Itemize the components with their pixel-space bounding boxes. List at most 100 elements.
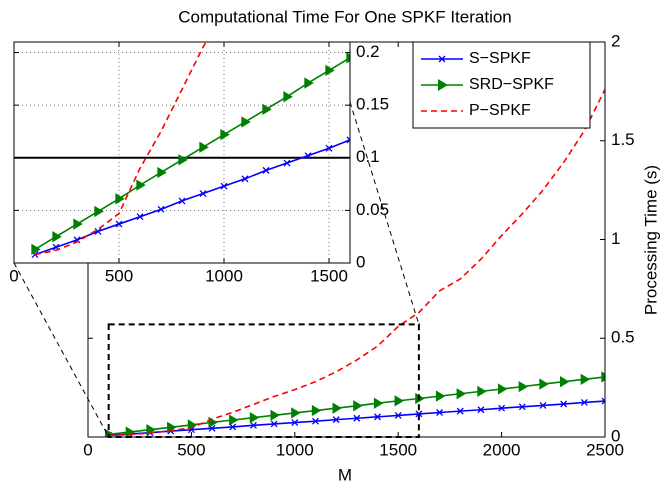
data-point bbox=[415, 410, 423, 418]
data-point bbox=[220, 182, 228, 190]
data-point bbox=[199, 141, 209, 153]
data-point bbox=[249, 411, 260, 424]
data-point bbox=[394, 412, 402, 419]
data-point bbox=[262, 103, 272, 116]
legend-marker bbox=[438, 55, 446, 63]
data-point bbox=[497, 383, 508, 395]
plot-area bbox=[105, 89, 605, 437]
x-tick-label: 1000 bbox=[276, 440, 314, 459]
data-point bbox=[73, 236, 81, 244]
data-point bbox=[477, 385, 487, 398]
x-tick-label: 2500 bbox=[586, 440, 624, 459]
y-tick-label: 0.05 bbox=[356, 200, 389, 219]
data-point bbox=[580, 398, 588, 406]
data-point bbox=[270, 420, 278, 428]
data-point bbox=[241, 175, 249, 183]
data-point bbox=[539, 378, 549, 390]
data-point bbox=[199, 190, 207, 198]
data-point bbox=[353, 414, 361, 422]
data-point bbox=[229, 423, 237, 431]
data-point bbox=[115, 220, 123, 228]
data-point bbox=[394, 395, 404, 407]
data-point bbox=[560, 400, 568, 408]
data-point bbox=[73, 218, 83, 230]
data-point bbox=[332, 416, 340, 424]
data-point bbox=[291, 407, 301, 419]
y-tick-label: 0.5 bbox=[611, 328, 635, 347]
x-axis-label: M bbox=[338, 465, 352, 484]
data-point bbox=[249, 421, 257, 429]
y-tick-label: 0.1 bbox=[356, 147, 380, 166]
data-point bbox=[312, 417, 319, 425]
legend-marker bbox=[438, 79, 448, 91]
data-point bbox=[304, 152, 312, 160]
data-point bbox=[325, 64, 335, 77]
x-tick-label: 1500 bbox=[310, 266, 348, 285]
x-tick-label: 500 bbox=[177, 440, 205, 459]
data-point bbox=[518, 380, 529, 393]
data-point bbox=[539, 401, 547, 409]
data-point bbox=[146, 424, 156, 436]
data-point bbox=[291, 419, 299, 427]
data-point bbox=[332, 402, 342, 414]
series-line bbox=[34, 139, 350, 256]
y-tick-label: 0.15 bbox=[356, 95, 389, 114]
data-point bbox=[157, 205, 165, 213]
data-point bbox=[353, 400, 363, 412]
data-point bbox=[477, 406, 485, 414]
x-tick-label: 0 bbox=[9, 266, 18, 285]
data-point bbox=[136, 179, 146, 191]
data-point bbox=[436, 409, 444, 416]
y-tick-label: 1.5 bbox=[611, 130, 635, 149]
connector bbox=[13, 262, 110, 438]
chart-title: Computational Time For One SPKF Iteratio… bbox=[178, 7, 512, 26]
y-tick-label: 0.2 bbox=[356, 42, 380, 61]
data-point bbox=[373, 397, 384, 409]
axes: 0 500 1000 1500 0 0.05 0.1 0.15 0.2 bbox=[9, 41, 389, 285]
x-tick-label: 2000 bbox=[483, 440, 521, 459]
x-tick-label: 0 bbox=[83, 440, 92, 459]
data-point bbox=[178, 197, 186, 205]
series-line bbox=[34, 57, 350, 251]
data-point bbox=[270, 409, 280, 421]
axes-background bbox=[14, 42, 350, 263]
data-point bbox=[178, 154, 188, 166]
y-tick-label: 2 bbox=[611, 31, 620, 50]
zoom-box bbox=[107, 323, 420, 438]
data-point bbox=[374, 413, 381, 421]
data-point bbox=[136, 213, 144, 221]
x-tick-label: 500 bbox=[105, 266, 133, 285]
data-point bbox=[518, 403, 526, 411]
data-point bbox=[94, 227, 102, 235]
y-axis-label: Processing Time (s) bbox=[641, 165, 660, 315]
legend-label: S−SPKF bbox=[469, 50, 531, 67]
data-point bbox=[52, 231, 62, 243]
x-tick-label: 1500 bbox=[379, 440, 417, 459]
data-point bbox=[601, 397, 605, 405]
axes-frame bbox=[13, 41, 351, 264]
data-point bbox=[601, 371, 605, 383]
data-point bbox=[115, 193, 125, 205]
data-point bbox=[311, 404, 322, 417]
data-point bbox=[220, 128, 230, 141]
legend-label: P−SPKF bbox=[469, 102, 531, 119]
data-point bbox=[304, 77, 314, 89]
legend-label: SRD−SPKF bbox=[469, 76, 554, 93]
plot-area bbox=[31, 42, 350, 259]
connector bbox=[349, 101, 420, 325]
data-point bbox=[31, 243, 41, 255]
data-point bbox=[167, 421, 177, 433]
data-point bbox=[498, 404, 506, 412]
y-tick-label: 0 bbox=[611, 426, 620, 445]
series-line bbox=[108, 89, 605, 437]
data-point bbox=[559, 376, 570, 388]
data-point bbox=[325, 144, 333, 152]
data-point bbox=[435, 390, 446, 402]
data-point bbox=[157, 166, 167, 179]
data-point bbox=[262, 166, 270, 174]
data-point bbox=[456, 388, 467, 400]
data-point bbox=[456, 407, 464, 415]
